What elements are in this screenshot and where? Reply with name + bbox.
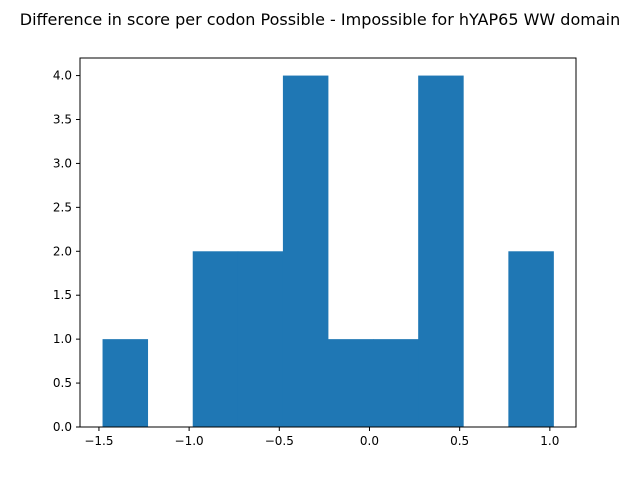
plot-frame (79, 57, 577, 428)
x-tick-label: 0.0 (360, 434, 379, 448)
x-tick-label: 1.0 (540, 434, 559, 448)
y-tick-label: 4.0 (53, 69, 72, 83)
histogram-bar (237, 251, 284, 427)
chart-title: Difference in score per codon Possible -… (20, 10, 620, 29)
y-tick-label: 2.5 (53, 200, 72, 214)
bars-layer (102, 75, 554, 428)
x-tick-label: −1.0 (175, 434, 204, 448)
y-tick-label: 1.5 (53, 288, 72, 302)
histogram-bar (418, 75, 464, 428)
y-tick-label: 1.0 (53, 332, 72, 346)
y-tick-label: 2.0 (53, 244, 72, 258)
x-tick-label: −1.5 (84, 434, 113, 448)
histogram-bar (328, 339, 374, 427)
histogram-bar (508, 251, 554, 427)
histogram-bar (102, 339, 149, 427)
x-tick-label: −0.5 (265, 434, 294, 448)
y-tick-label: 3.5 (53, 113, 72, 127)
y-tick-label: 0.5 (53, 376, 72, 390)
x-tick-label: 0.5 (450, 434, 469, 448)
axes-layer: −1.5 −1.0 −0.5 0.0 0.5 1.0 0.0 0.5 1.0 1.5 2.0 2.5 3… (53, 57, 577, 448)
histogram-bar (282, 75, 329, 428)
y-tick-label: 3.0 (53, 156, 72, 170)
histogram-bar (373, 339, 419, 427)
histogram-bar (192, 251, 239, 427)
y-tick-label: 0.0 (53, 420, 72, 434)
